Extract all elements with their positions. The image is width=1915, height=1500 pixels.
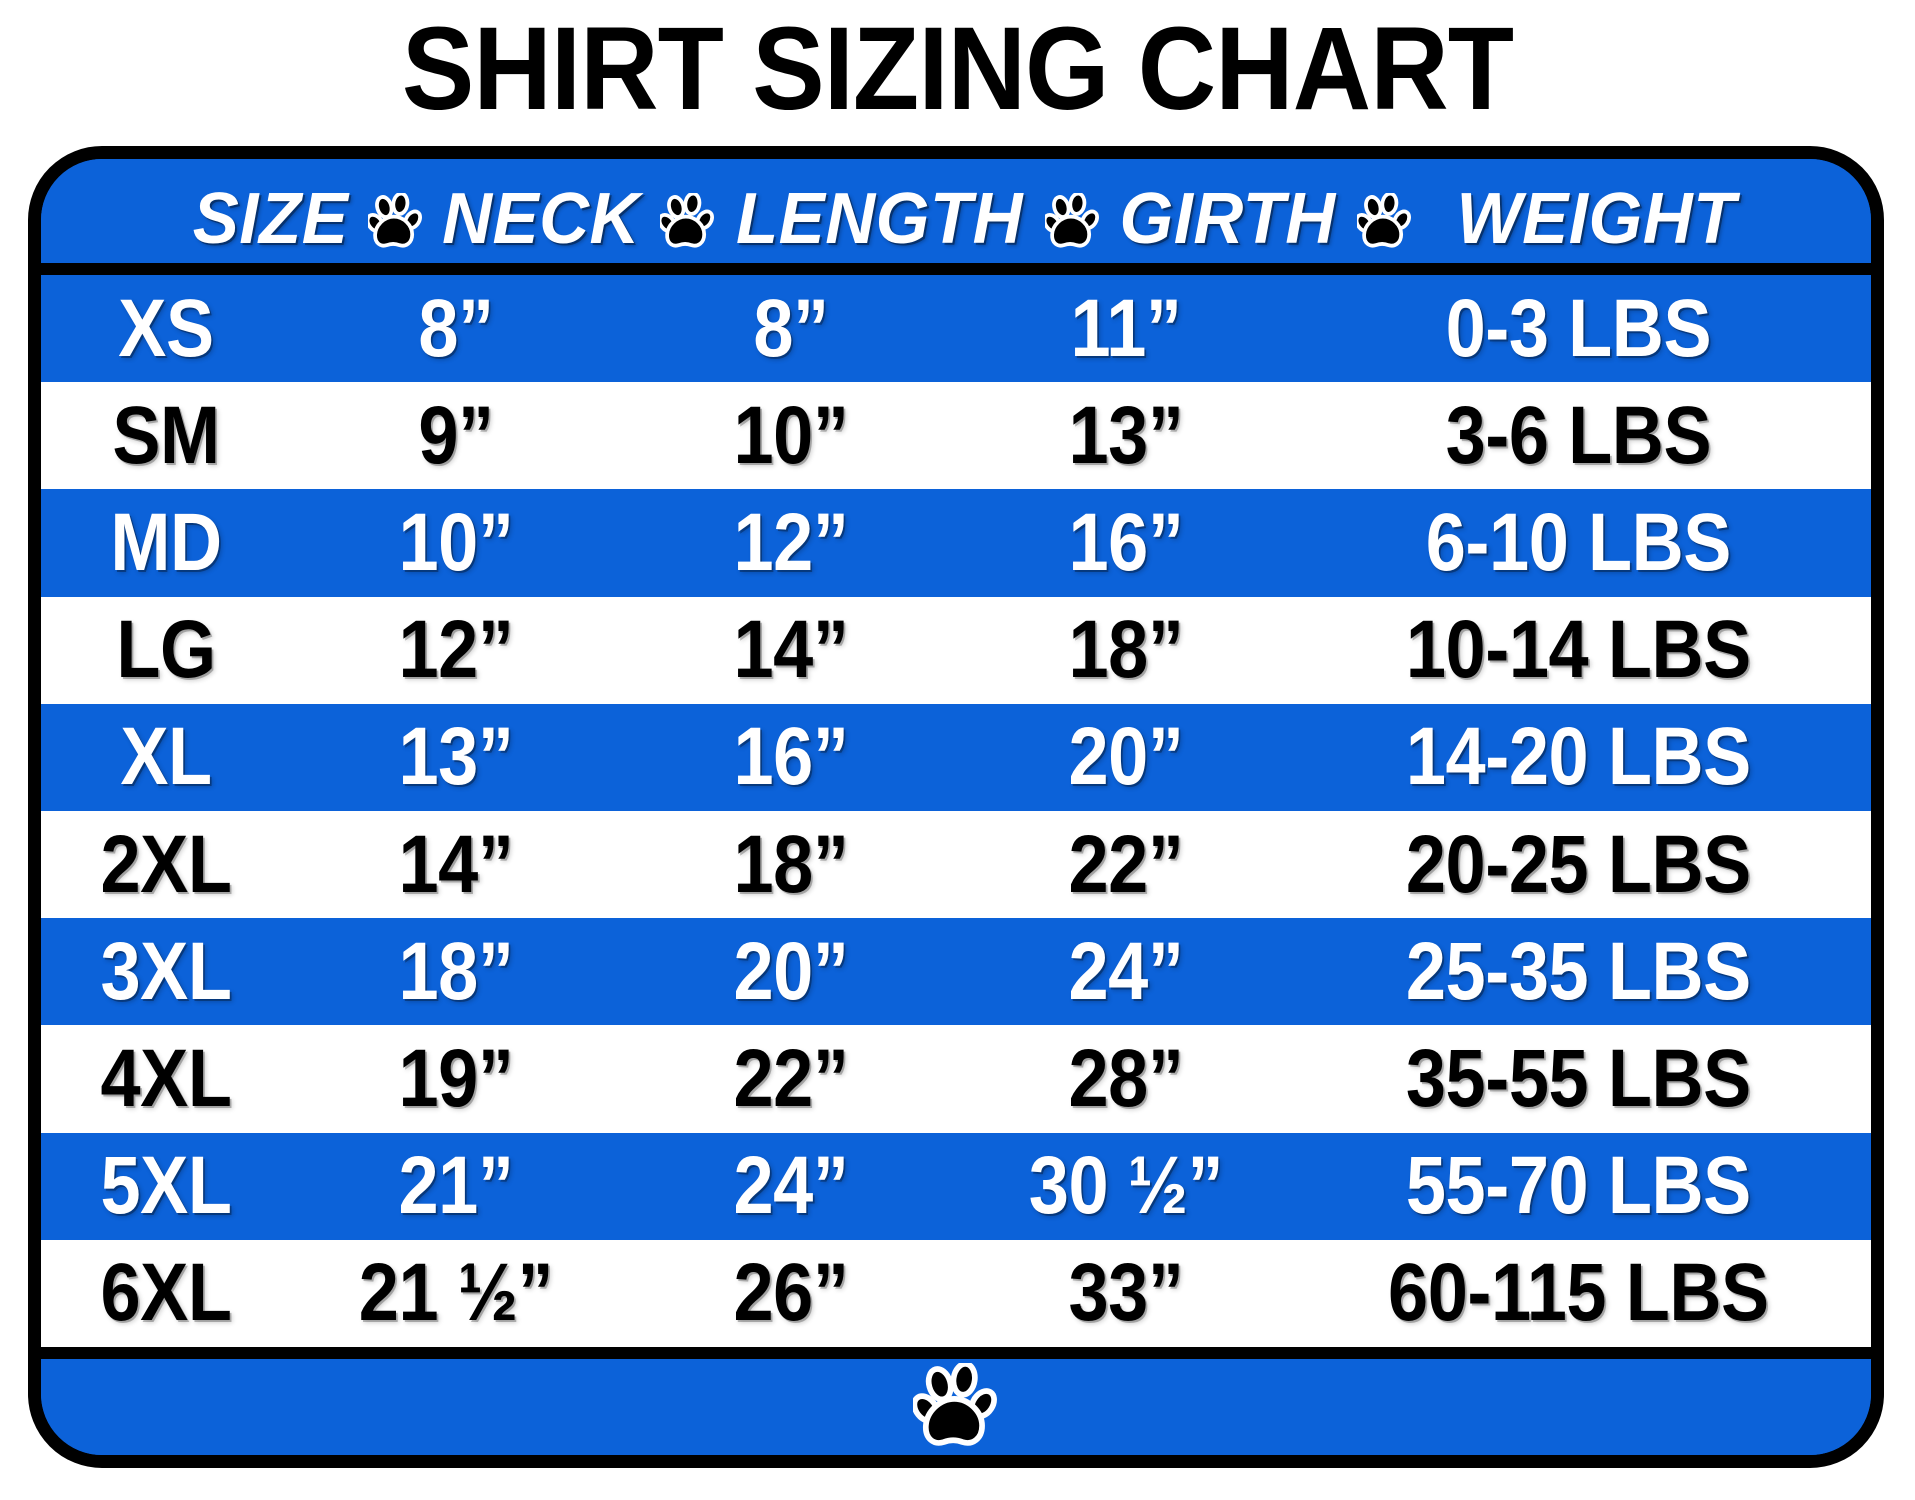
cell-neck: 21” xyxy=(398,1140,514,1232)
cell-girth: 28” xyxy=(1068,1033,1184,1125)
cell-size: LG xyxy=(116,604,216,696)
table-row: 6XL 21 ½” 26” 33” 60-115 LBS xyxy=(41,1239,1871,1348)
table-row: SM 9” 10” 13” 3-6 LBS xyxy=(41,382,1871,490)
cell-weight: 55-70 LBS xyxy=(1405,1140,1751,1232)
cell-girth: 13” xyxy=(1068,389,1184,481)
cell-girth: 20” xyxy=(1068,711,1184,803)
cell-length: 22” xyxy=(733,1033,849,1125)
cell-weight: 60-115 LBS xyxy=(1388,1247,1769,1339)
cell-girth: 24” xyxy=(1068,925,1184,1017)
cell-girth: 18” xyxy=(1068,604,1184,696)
column-header-weight: WEIGHT xyxy=(1456,179,1736,259)
cell-size: 5XL xyxy=(100,1140,232,1232)
cell-size: 2XL xyxy=(100,818,232,910)
cell-size: 4XL xyxy=(100,1033,232,1125)
cell-size: 3XL xyxy=(100,925,232,1017)
cell-weight: 6-10 LBS xyxy=(1425,497,1732,588)
cell-neck: 13” xyxy=(398,711,514,803)
table-row: XS 8” 8” 11” 0-3 LBS xyxy=(41,275,1871,383)
cell-length: 8” xyxy=(753,282,829,374)
cell-neck: 21 ½” xyxy=(358,1247,554,1339)
paw-print-icon xyxy=(913,1363,999,1451)
table-row: 3XL 18” 20” 24” 25-35 LBS xyxy=(41,918,1871,1026)
cell-length: 20” xyxy=(733,925,849,1017)
cell-neck: 14” xyxy=(398,818,514,910)
cell-size: XL xyxy=(120,711,212,803)
cell-length: 14” xyxy=(733,604,849,696)
column-header-length: LENGTH xyxy=(736,179,1024,259)
table-header-row: SIZE NECK xyxy=(41,159,1871,275)
column-header-size: SIZE xyxy=(193,179,349,259)
table-row: MD 10” 12” 16” 6-10 LBS xyxy=(41,489,1871,597)
cell-neck: 19” xyxy=(398,1033,514,1125)
cell-size: SM xyxy=(112,389,220,481)
page-title: SHIRT SIZING CHART xyxy=(401,3,1514,135)
cell-girth: 22” xyxy=(1068,818,1184,910)
cell-neck: 9” xyxy=(418,389,494,481)
cell-length: 12” xyxy=(733,497,849,588)
cell-length: 24” xyxy=(733,1140,849,1232)
cell-neck: 8” xyxy=(418,282,494,374)
cell-weight: 35-55 LBS xyxy=(1405,1033,1751,1125)
cell-weight: 10-14 LBS xyxy=(1405,604,1751,696)
cell-weight: 3-6 LBS xyxy=(1445,389,1712,481)
cell-length: 18” xyxy=(733,818,849,910)
table-row: 5XL 21” 24” 30 ½” 55-70 LBS xyxy=(41,1132,1871,1240)
table-row: XL 13” 16” 20” 14-20 LBS xyxy=(41,703,1871,812)
cell-size: MD xyxy=(110,497,222,588)
cell-neck: 10” xyxy=(398,497,514,588)
cell-neck: 12” xyxy=(398,604,514,696)
paw-print-icon xyxy=(368,193,423,251)
cell-weight: 0-3 LBS xyxy=(1445,282,1712,374)
cell-size: 6XL xyxy=(100,1247,232,1339)
cell-length: 10” xyxy=(733,389,849,481)
table-body: XS 8” 8” 11” 0-3 LBS SM 9” 10” 13” 3-6 L… xyxy=(41,275,1871,1348)
cell-weight: 25-35 LBS xyxy=(1405,925,1751,1017)
cell-girth: 33” xyxy=(1068,1247,1184,1339)
cell-length: 26” xyxy=(733,1247,849,1339)
paw-print-icon xyxy=(1045,193,1100,251)
cell-weight: 20-25 LBS xyxy=(1405,818,1751,910)
sizing-chart-card: SIZE NECK xyxy=(28,146,1884,1468)
cell-girth: 16” xyxy=(1068,497,1184,588)
cell-size: XS xyxy=(118,282,214,374)
cell-girth: 30 ½” xyxy=(1028,1140,1224,1232)
cell-length: 16” xyxy=(733,711,849,803)
cell-weight: 14-20 LBS xyxy=(1405,711,1751,803)
table-footer-bar xyxy=(41,1347,1871,1455)
paw-print-icon xyxy=(1356,193,1411,251)
cell-girth: 11” xyxy=(1070,282,1182,374)
table-row: 2XL 14” 18” 22” 20-25 LBS xyxy=(41,811,1871,919)
table-row: 4XL 19” 22” 28” 35-55 LBS xyxy=(41,1025,1871,1133)
column-header-neck: NECK xyxy=(442,179,641,259)
table-row: LG 12” 14” 18” 10-14 LBS xyxy=(41,596,1871,704)
paw-print-icon xyxy=(660,193,715,251)
column-header-girth: GIRTH xyxy=(1119,179,1337,259)
cell-neck: 18” xyxy=(398,925,514,1017)
